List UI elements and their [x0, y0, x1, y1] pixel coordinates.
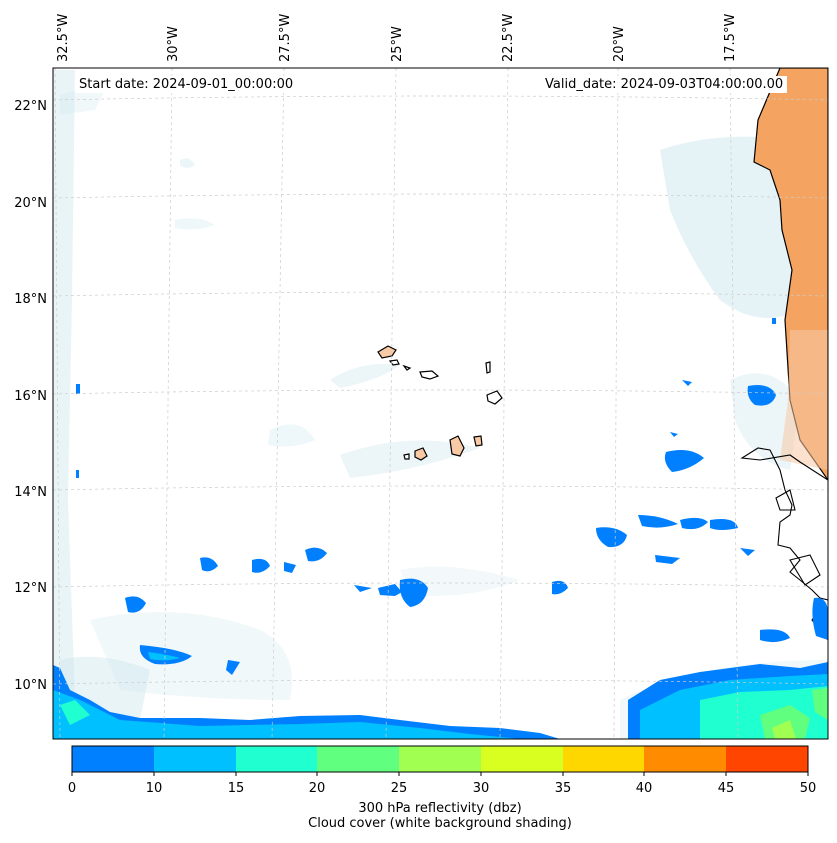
lon-label: 25°W [390, 26, 405, 62]
colorbar-title: 300 hPa reflectivity (dbz) Cloud cover (… [0, 801, 837, 831]
colorbar-tick: 50 [800, 781, 817, 796]
colorbar-segment [317, 746, 399, 772]
lon-label: 17.5°W [723, 14, 738, 62]
colorbar-segment [726, 746, 808, 772]
colorbar-tick: 25 [391, 781, 408, 796]
colorbar-tick: 20 [309, 781, 326, 796]
lat-label: 20°N [14, 196, 47, 211]
cloud-cover-shading [53, 70, 828, 739]
graticule [53, 68, 828, 739]
valid-date-label: Valid_date: 2024-09-03T04:00:00.00 [541, 76, 788, 93]
lon-label: 22.5°W [501, 14, 516, 62]
colorbar-tick: 35 [555, 781, 572, 796]
longitude-labels: 32.5°W 30°W 27.5°W 25°W 22.5°W 20°W 17.5… [56, 14, 738, 62]
colorbar-tick: 10 [146, 781, 163, 796]
colorbar: 0 10 15 20 25 30 35 40 45 50 [68, 745, 817, 796]
lat-label: 16°N [14, 389, 47, 404]
lat-label: 10°N [14, 678, 47, 693]
colorbar-segment [154, 746, 236, 772]
start-date-label: Start date: 2024-09-01_00:00:00 [75, 76, 298, 93]
lon-label: 27.5°W [278, 14, 293, 62]
colorbar-frame [71, 745, 809, 773]
colorbar-segment [481, 746, 563, 772]
colorbar-segment [644, 746, 726, 772]
lat-label: 14°N [14, 485, 47, 500]
map-panel [53, 68, 828, 739]
lat-label: 18°N [14, 292, 47, 307]
lon-label: 30°W [166, 26, 181, 62]
colorbar-segment [563, 746, 644, 772]
colorbar-sublabel: Cloud cover (white background shading) [308, 816, 572, 831]
colorbar-segment [399, 746, 481, 772]
colorbar-segment [236, 746, 317, 772]
colorbar-segment [72, 746, 154, 772]
land-area [740, 68, 828, 641]
lon-label: 32.5°W [56, 14, 71, 62]
cape-verde-islands [377, 345, 503, 461]
lon-label: 20°W [612, 26, 627, 62]
colorbar-tick: 40 [636, 781, 653, 796]
colorbar-tick: 45 [718, 781, 735, 796]
lat-label: 12°N [14, 581, 47, 596]
lat-label: 22°N [14, 99, 47, 114]
colorbar-label: 300 hPa reflectivity (dbz) [358, 801, 522, 816]
latitude-labels: 22°N 20°N 18°N 16°N 14°N 12°N 10°N [14, 99, 47, 693]
colorbar-tick: 0 [68, 781, 76, 796]
map-frame [52, 67, 829, 740]
colorbar-tick: 15 [228, 781, 245, 796]
colorbar-tick: 30 [473, 781, 490, 796]
